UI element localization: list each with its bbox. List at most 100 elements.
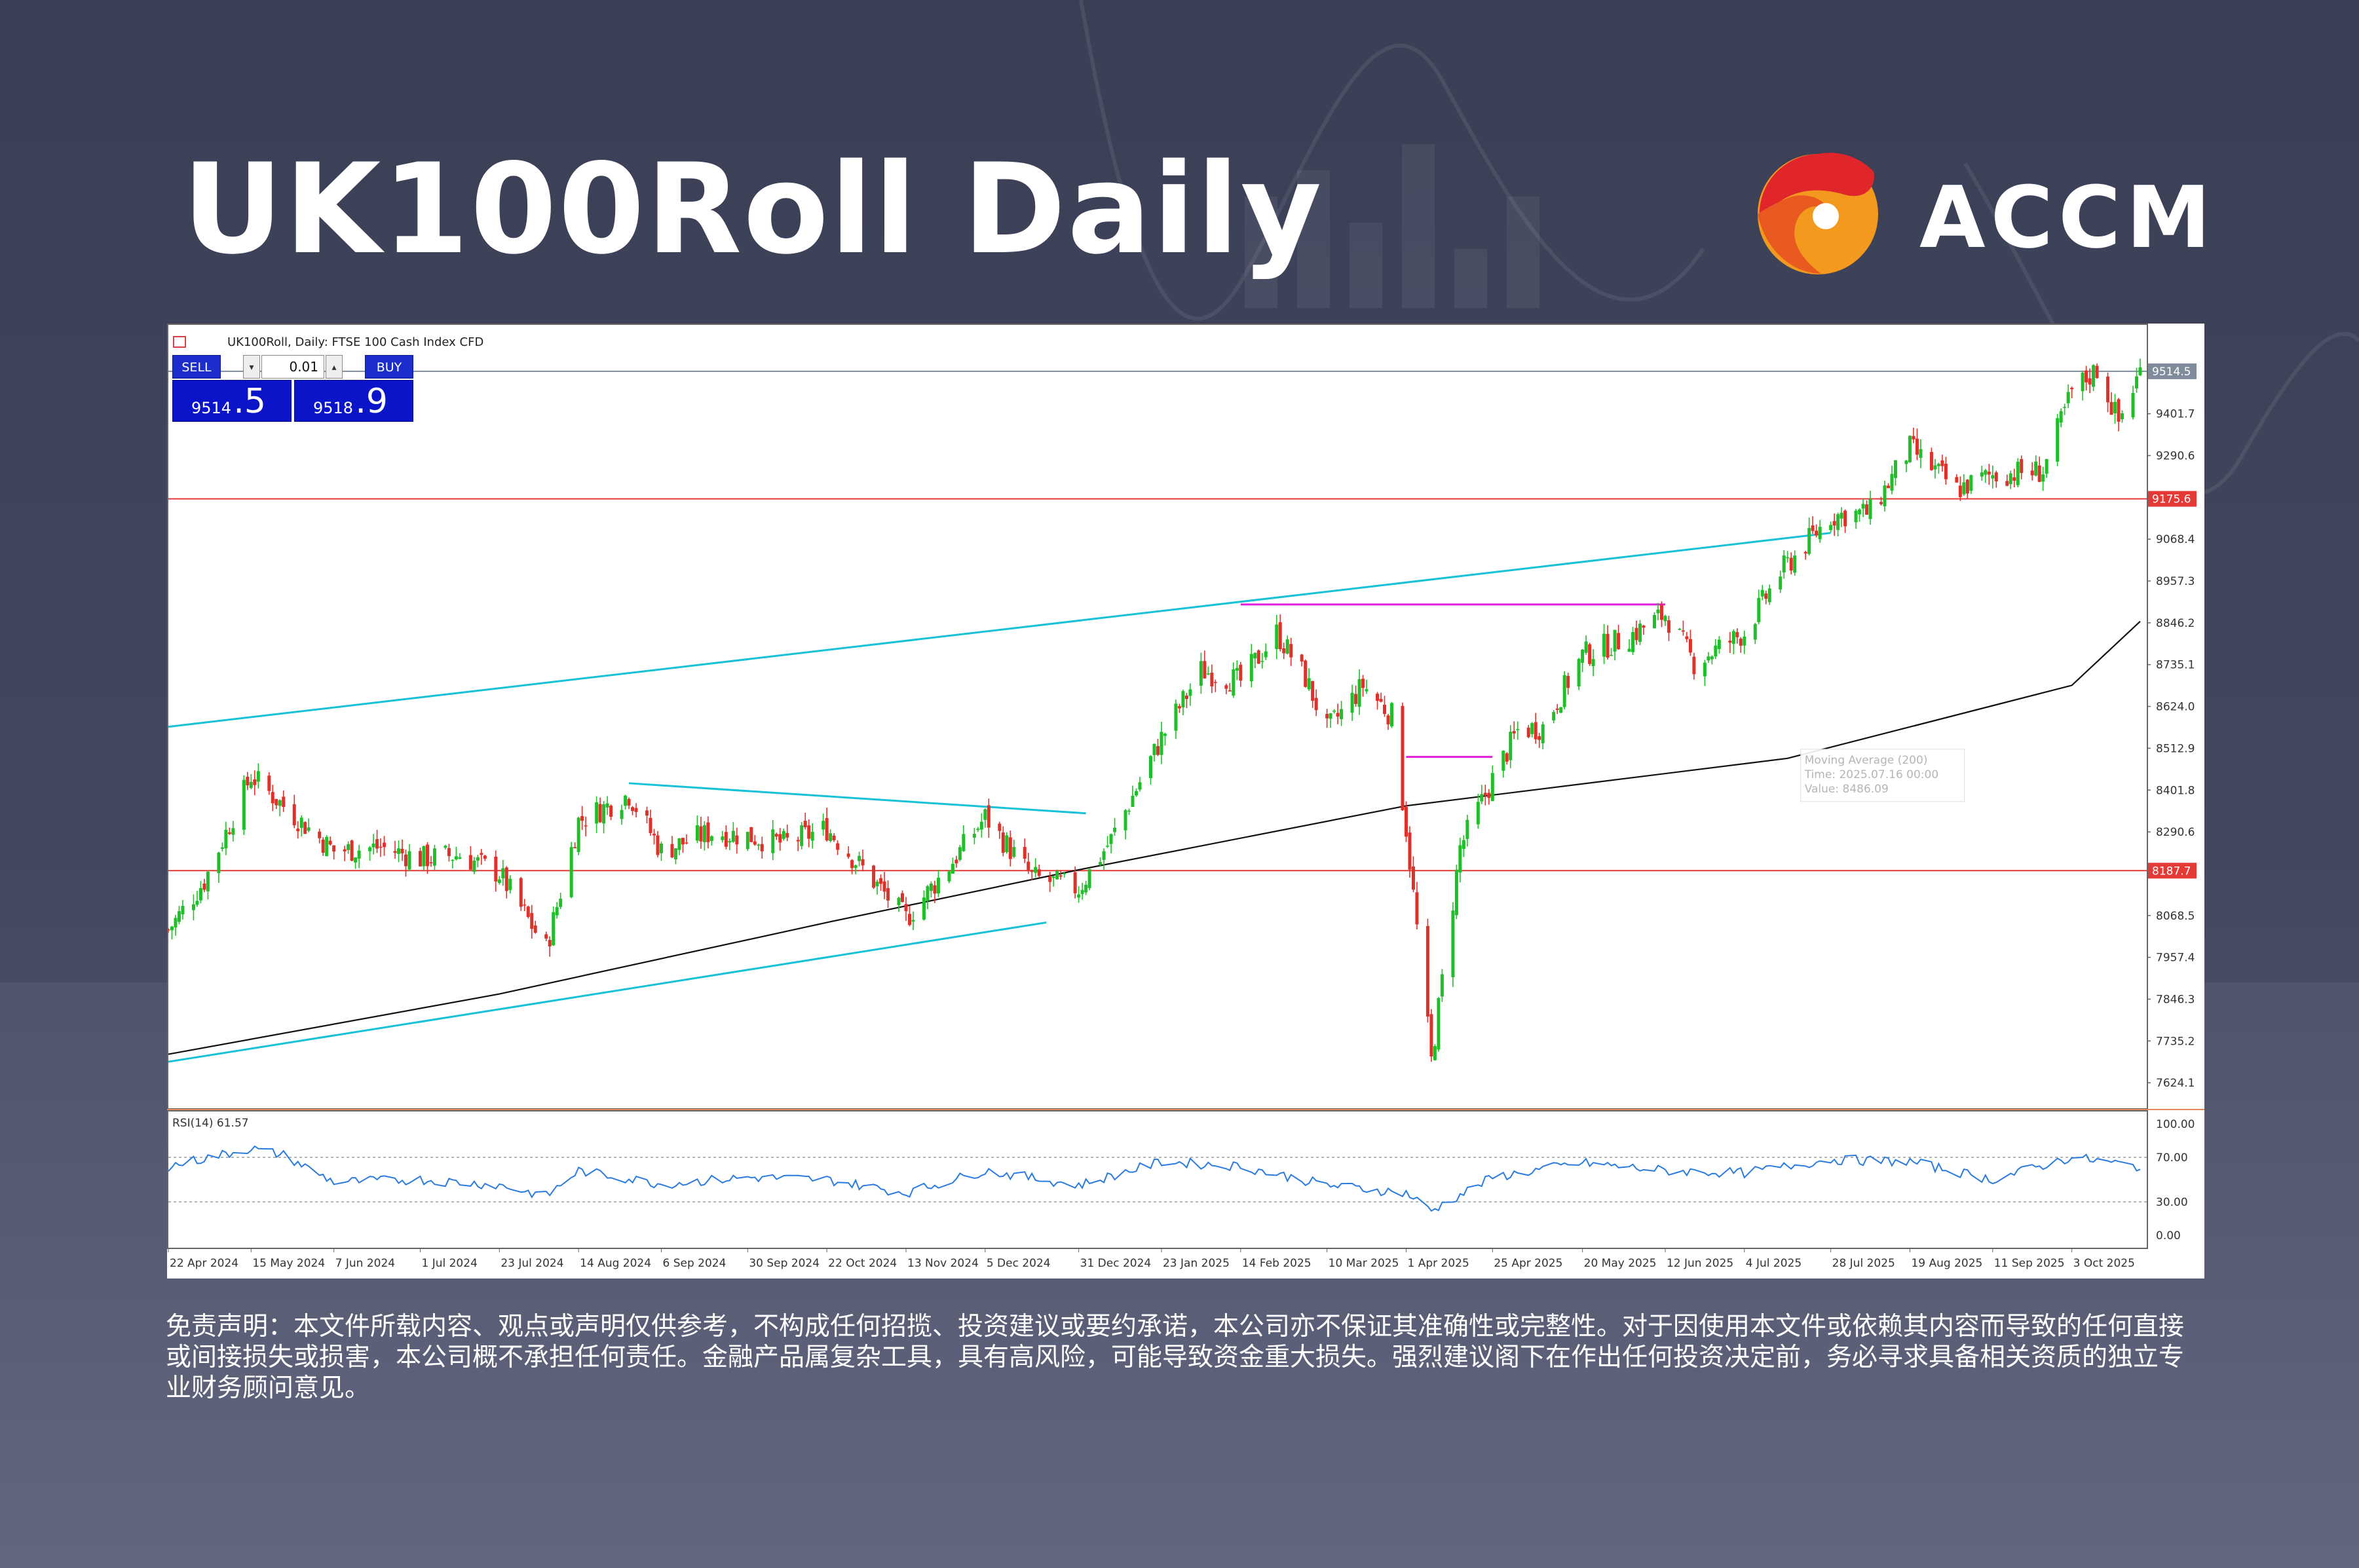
candle-body-98: [656, 835, 660, 855]
candle-body-144: [886, 887, 890, 901]
candle-body-128: [807, 825, 811, 839]
candle-body-81: [573, 847, 577, 849]
brand-logo: ACCM: [1752, 145, 2211, 283]
candle-body-37: [350, 840, 354, 861]
candle-body-71: [523, 905, 527, 906]
price-label-box-2: [2148, 863, 2197, 879]
candle-body-240: [1376, 694, 1380, 701]
rsi-tick-label-0: 100.00: [2156, 1118, 2195, 1131]
candle-body-350: [1929, 452, 1933, 470]
candle-body-84: [584, 825, 588, 827]
candle-body-357: [1962, 482, 1966, 495]
price-tick-label-6: 8624.0: [2156, 701, 2195, 714]
candle-body-31: [321, 839, 325, 853]
chart-window-icon: [173, 336, 186, 348]
price-tick-label-7: 8512.9: [2156, 742, 2195, 755]
candle-body-223: [1285, 639, 1289, 654]
buy-button[interactable]: BUY: [365, 355, 413, 379]
candle-body-40: [368, 847, 372, 851]
candle-body-338: [1865, 504, 1869, 515]
candle-body-209: [1213, 682, 1217, 683]
candle-body-366: [2009, 473, 2012, 485]
candle-body-208: [1210, 673, 1214, 687]
candle-body-146: [901, 893, 905, 903]
candle-body-386: [2109, 401, 2113, 415]
candle-body-286: [1606, 633, 1610, 658]
candle-body-95: [645, 810, 649, 816]
price-chart[interactable]: UK100Roll, Daily: FTSE 100 Cash Index CF…: [167, 324, 2204, 1279]
candle-body-309: [1717, 639, 1721, 649]
candle-body-72: [526, 906, 530, 918]
sell-price-main: 9514: [191, 399, 232, 417]
candle-body-24: [282, 796, 286, 808]
candle-body-310: [1728, 641, 1732, 643]
candle-body-263: [1487, 793, 1491, 798]
candle-body-2: [174, 918, 178, 928]
candle-body-165: [998, 823, 1002, 831]
candle-body-243: [1386, 715, 1390, 724]
candle-body-353: [1940, 460, 1944, 466]
candle-body-218: [1260, 661, 1264, 662]
buy-price-main: 9518: [313, 399, 354, 417]
candle-body-192: [1131, 795, 1135, 807]
candle-body-281: [1581, 649, 1585, 663]
candle-body-83: [580, 816, 584, 821]
lot-increase-button[interactable]: ▴: [326, 355, 343, 379]
candle-body-39: [357, 850, 361, 859]
candle-body-344: [1893, 460, 1897, 478]
x-tick-label-6: 6 Sep 2024: [663, 1257, 727, 1270]
candle-body-77: [552, 912, 556, 946]
candle-body-163: [983, 809, 987, 820]
candle-body-148: [907, 914, 911, 925]
candle-body-8: [202, 883, 206, 890]
candle-body-330: [1829, 525, 1833, 531]
candle-body-94: [634, 808, 638, 812]
candle-body-87: [602, 804, 606, 824]
price-tick-label-10: 8068.5: [2156, 910, 2195, 923]
candle-body-167: [1005, 835, 1009, 853]
candle-body-195: [1149, 756, 1153, 778]
moving-average-line: [168, 620, 2141, 1055]
candle-body-347: [1912, 436, 1916, 439]
candle-body-15: [242, 779, 246, 830]
candle-body-138: [858, 855, 861, 861]
candle-body-7: [198, 887, 202, 901]
candle-body-156: [951, 863, 954, 874]
candle-body-298: [1663, 616, 1667, 622]
x-tick-label-20: 28 Jul 2025: [1832, 1257, 1895, 1270]
candle-body-176: [1051, 876, 1055, 878]
candle-body-229: [1314, 698, 1318, 711]
sell-price[interactable]: 9514 .5: [172, 380, 292, 422]
candle-body-93: [631, 807, 635, 812]
x-tick-label-3: 1 Jul 2024: [421, 1257, 477, 1270]
candle-body-116: [749, 827, 753, 842]
candle-body-231: [1329, 713, 1332, 719]
candle-body-348: [1915, 438, 1919, 455]
lot-decrease-button[interactable]: ▾: [243, 355, 260, 379]
lot-size-input[interactable]: 0.01: [261, 355, 324, 379]
candle-body-124: [785, 832, 789, 838]
buy-price[interactable]: 9518 .9: [294, 380, 413, 422]
candle-body-193: [1135, 791, 1139, 796]
price-tick-label-9: 8290.6: [2156, 826, 2195, 839]
price-label-0: 9514.5: [2152, 365, 2191, 379]
candle-body-385: [2106, 376, 2110, 403]
candle-body-272: [1534, 722, 1538, 739]
candle-body-274: [1541, 724, 1545, 743]
candle-body-34: [332, 845, 336, 852]
candle-body-142: [879, 878, 883, 884]
candle-body-321: [1782, 555, 1786, 573]
candle-body-320: [1779, 576, 1783, 589]
candle-body-153: [933, 885, 937, 894]
candle-body-127: [803, 821, 807, 828]
candle-body-221: [1278, 622, 1282, 650]
candle-body-88: [605, 803, 609, 808]
candle-body-129: [810, 831, 814, 841]
candle-body-197: [1156, 746, 1160, 755]
candle-body-314: [1743, 636, 1746, 646]
sell-button[interactable]: SELL: [172, 355, 221, 379]
candle-body-267: [1509, 732, 1513, 760]
candle-body-48: [404, 854, 408, 867]
candle-body-287: [1610, 654, 1614, 656]
candle-body-4: [181, 906, 185, 915]
